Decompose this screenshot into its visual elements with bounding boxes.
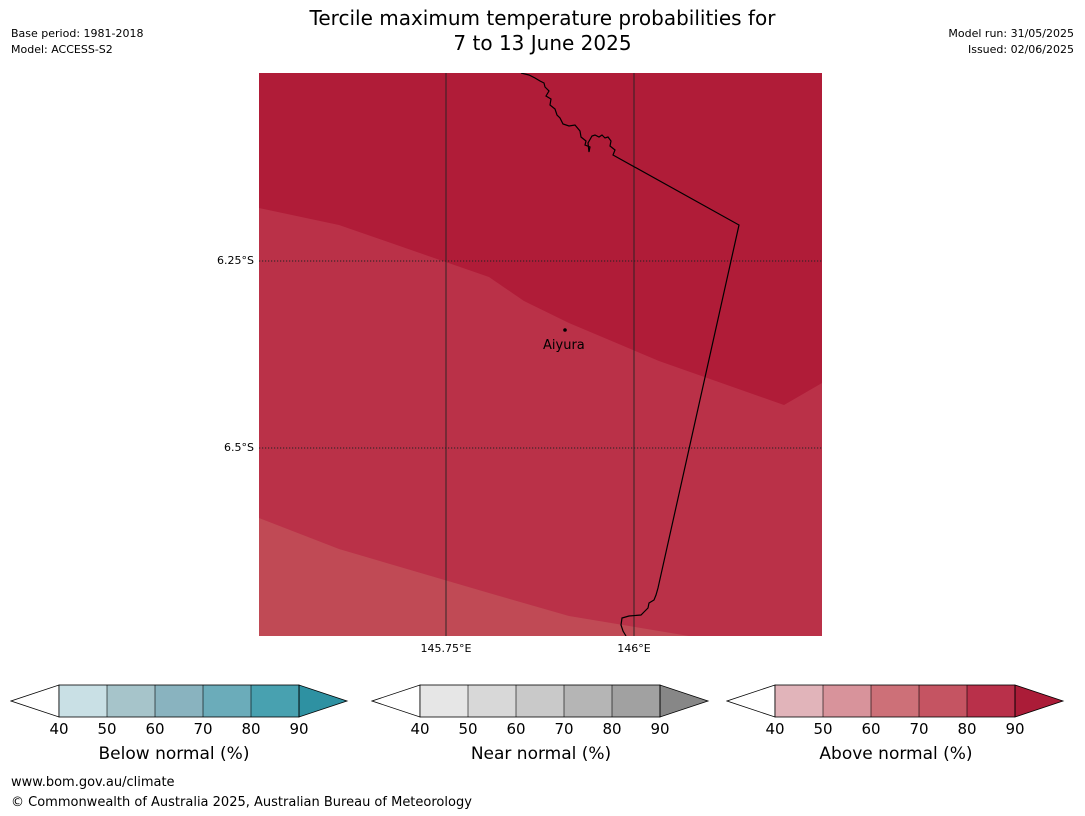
- tick-label: 50: [97, 720, 117, 738]
- colorbar-extend-low: [726, 684, 776, 718]
- footer-url: www.bom.gov.au/climate: [11, 775, 175, 790]
- legend-title: Below normal (%): [98, 744, 250, 764]
- colorbar-outline: [774, 684, 1016, 718]
- colorbar-bin-50-60: [468, 685, 516, 717]
- legend-title: Above normal (%): [819, 744, 973, 764]
- colorbar-bin-70-80: [203, 685, 251, 717]
- colorbar-bin-60-70: [871, 685, 919, 717]
- colorbar-near-normal: [371, 684, 710, 718]
- colorbar-below-normal: [10, 684, 349, 718]
- tick-label: 60: [861, 720, 881, 738]
- model-name-text: Model: ACCESS-S2: [11, 43, 113, 56]
- map-canvas: [259, 73, 822, 636]
- run-info: Model run: 31/05/2025 Issued: 02/06/2025: [948, 26, 1074, 58]
- colorbar-extend-low: [10, 684, 60, 718]
- model-info: Base period: 1981-2018 Model: ACCESS-S2: [11, 26, 143, 58]
- tick-label: 40: [410, 720, 430, 738]
- colorbar-bin-40-50: [420, 685, 468, 717]
- lat-label-6-25: 6.25°S: [217, 254, 254, 267]
- colorbar-extend-high: [659, 684, 710, 718]
- zone-mid: [259, 208, 822, 636]
- model-run-text: Model run: 31/05/2025: [948, 27, 1074, 40]
- tick-label: 80: [602, 720, 622, 738]
- zone-light: [259, 518, 689, 636]
- tick-label: 40: [49, 720, 69, 738]
- colorbar-bin-80-90: [612, 685, 660, 717]
- probability-map: [259, 73, 822, 636]
- lat-label-6-5: 6.5°S: [224, 441, 254, 454]
- tick-label: 50: [813, 720, 833, 738]
- colorbar-bin-60-70: [516, 685, 564, 717]
- tick-label: 70: [909, 720, 929, 738]
- colorbar-outline: [419, 684, 661, 718]
- colorbar-bin-80-90: [967, 685, 1015, 717]
- tick-label: 90: [1005, 720, 1025, 738]
- footer-copyright: © Commonwealth of Australia 2025, Austra…: [11, 795, 472, 810]
- legend-above-normal: 40 50 60 70 80 90 Above normal (%): [726, 684, 1066, 764]
- tick-label: 60: [145, 720, 165, 738]
- aiyura-marker: [563, 328, 567, 332]
- tick-label: 60: [506, 720, 526, 738]
- colorbar-bin-70-80: [919, 685, 967, 717]
- tick-label: 70: [193, 720, 213, 738]
- colorbar-bin-80-90: [251, 685, 299, 717]
- colorbar-bin-40-50: [59, 685, 107, 717]
- tick-label: 50: [458, 720, 478, 738]
- legend-near-normal: 40 50 60 70 80 90 Near normal (%): [371, 684, 711, 764]
- border-line: [520, 73, 740, 636]
- title-line-2: 7 to 13 June 2025: [453, 31, 632, 55]
- base-period-text: Base period: 1981-2018: [11, 27, 144, 40]
- colorbar-extend-high: [298, 684, 349, 718]
- title-line-1: Tercile maximum temperature probabilitie…: [309, 6, 776, 30]
- lon-label-146: 146°E: [617, 642, 651, 655]
- lon-label-145-75: 145.75°E: [420, 642, 472, 655]
- colorbar-bin-70-80: [564, 685, 612, 717]
- map-title: Tercile maximum temperature probabilitie…: [0, 6, 1085, 56]
- colorbar-bin-50-60: [823, 685, 871, 717]
- tick-label: 70: [554, 720, 574, 738]
- tick-label: 90: [650, 720, 670, 738]
- tick-label: 80: [241, 720, 261, 738]
- colorbar-above-normal: [726, 684, 1065, 718]
- tick-label: 40: [765, 720, 785, 738]
- place-label-aiyura: Aiyura: [543, 338, 585, 353]
- legend-below-normal: 40 50 60 70 80 90 Below normal (%): [10, 684, 350, 764]
- colorbar-extend-low: [371, 684, 421, 718]
- legend-title: Near normal (%): [470, 744, 612, 764]
- colorbar-bin-60-70: [155, 685, 203, 717]
- colorbar-extend-high: [1014, 684, 1065, 718]
- colorbar-bin-40-50: [775, 685, 823, 717]
- issued-text: Issued: 02/06/2025: [967, 43, 1074, 56]
- colorbar-outline: [58, 684, 300, 718]
- tick-label: 90: [289, 720, 309, 738]
- tick-label: 80: [957, 720, 977, 738]
- colorbar-bin-50-60: [107, 685, 155, 717]
